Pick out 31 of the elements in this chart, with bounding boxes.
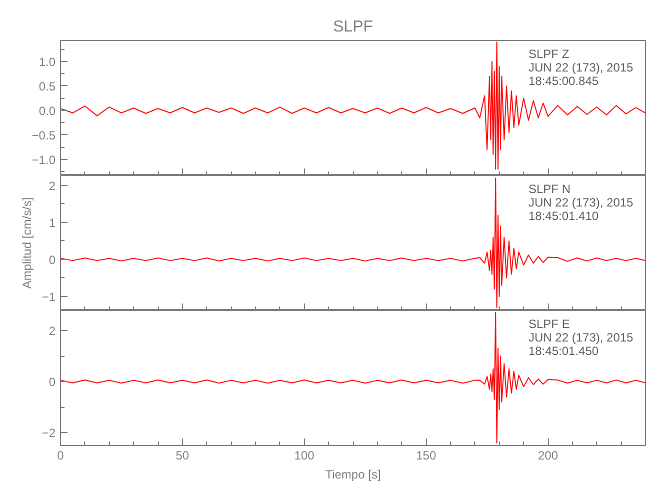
annotation: JUN 22 (173), 2015	[528, 196, 634, 210]
line-series	[60, 41, 646, 170]
y-tick-label: 1	[48, 216, 56, 230]
x-tick-label: 0	[57, 448, 64, 462]
annotation: SLPF Z	[528, 47, 570, 61]
x-axis-title: Tiempo [s]	[325, 468, 381, 482]
x-tick-label: 150	[416, 448, 436, 462]
x-tick-label: 200	[538, 448, 558, 462]
y-tick-label: 0	[48, 252, 56, 267]
x-tick-label: 50	[176, 448, 190, 462]
y-tick-label: 0.5	[38, 79, 56, 94]
annotation: 18:45:00.845	[528, 74, 599, 88]
y-tick-label: 2	[48, 178, 56, 193]
y-axis-title: Amplitud [cm/s/s]	[20, 197, 34, 289]
y-tick-label: 2	[48, 324, 56, 338]
annotation: 18:45:01.410	[528, 209, 599, 223]
y-tick-label: 1.0	[38, 55, 56, 70]
y-tick-label: −1.0	[32, 152, 56, 167]
y-tick-label: 0	[48, 375, 56, 390]
y-tick-label: 0.0	[38, 104, 56, 118]
line-series	[60, 312, 646, 444]
y-tick-label: −2	[42, 426, 56, 440]
y-tick-label: −1	[42, 290, 56, 304]
annotation: SLPF N	[528, 182, 571, 196]
annotation: SLPF E	[528, 317, 570, 331]
chart-title: SLPF	[332, 18, 374, 36]
annotation: 18:45:01.450	[528, 344, 599, 358]
y-tick-label: −0.5	[32, 128, 56, 142]
x-tick-label: 100	[294, 448, 315, 462]
annotation: JUN 22 (173), 2015	[528, 60, 634, 74]
annotation: JUN 22 (173), 2015	[528, 330, 634, 344]
